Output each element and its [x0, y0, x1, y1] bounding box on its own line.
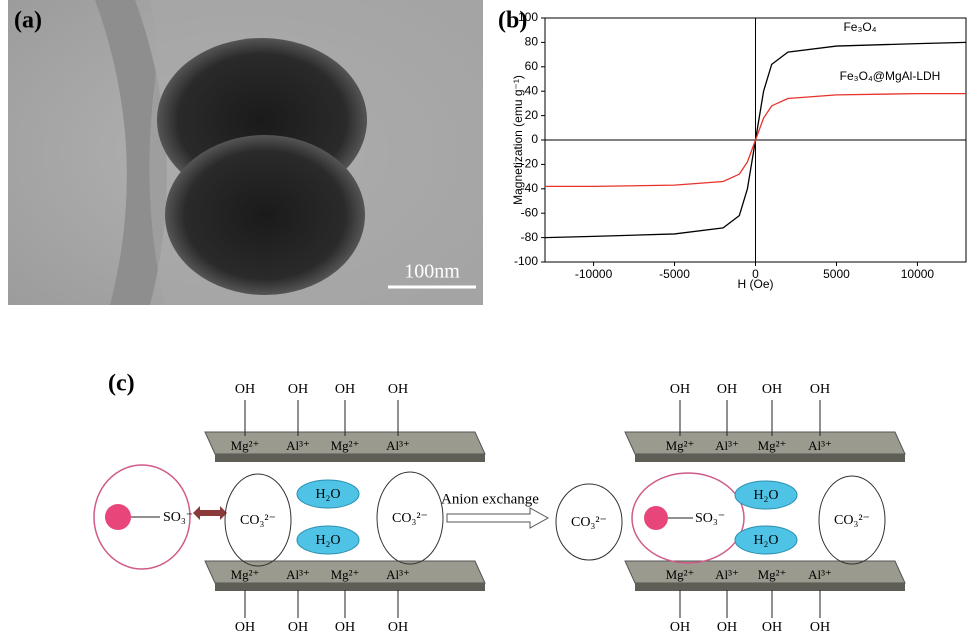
series-label: Fe₃O₄	[843, 20, 876, 34]
x-tick-label: -10000	[575, 267, 613, 281]
sulfonate: SO₃⁻	[695, 511, 725, 526]
panel-a: 100nm (a)	[8, 0, 483, 305]
carbonate: CO₃²⁻	[240, 513, 276, 528]
hydroxyl: OH	[335, 620, 355, 635]
hydroxyl: OH	[717, 382, 737, 397]
plate-edge	[635, 583, 905, 591]
ion: Al³⁺	[386, 567, 410, 582]
hydroxyl: OH	[335, 382, 355, 397]
ion: Mg²⁺	[666, 438, 695, 453]
hydroxyl: OH	[810, 382, 830, 397]
y-tick-label: -100	[514, 254, 538, 268]
hydroxyl: OH	[388, 382, 408, 397]
y-tick-label: 0	[531, 132, 538, 146]
carbonate: CO₃²⁻	[392, 511, 428, 526]
hydroxyl: OH	[288, 382, 308, 397]
y-tick-label: 20	[525, 108, 539, 122]
y-tick-label: 100	[518, 10, 538, 24]
y-axis-label: Magnetization (emu g⁻¹)	[511, 75, 525, 205]
hydroxyl: OH	[388, 620, 408, 635]
ion: Mg²⁺	[331, 438, 360, 453]
ion: Mg²⁺	[231, 567, 260, 582]
carbonate: CO₃²⁻	[571, 515, 607, 530]
ion: Mg²⁺	[758, 567, 787, 582]
plate-edge	[635, 454, 905, 462]
x-tick-label: -5000	[659, 267, 690, 281]
hydroxyl: OH	[762, 382, 782, 397]
water-label: H₂O	[315, 487, 340, 502]
ion: Al³⁺	[286, 438, 310, 453]
hydroxyl: OH	[235, 382, 255, 397]
y-tick-label: -60	[521, 205, 539, 219]
ion: Al³⁺	[808, 567, 832, 582]
particle	[165, 135, 365, 295]
figure: 100nm (a) (b) -100-80-60-40-200204060801…	[0, 0, 967, 638]
water-label: H₂O	[753, 488, 778, 503]
water-label: H₂O	[315, 533, 340, 548]
ion: Al³⁺	[386, 438, 410, 453]
hydroxyl: OH	[717, 620, 737, 635]
plate-edge	[215, 583, 485, 591]
ion: Mg²⁺	[758, 438, 787, 453]
plate-edge	[215, 454, 485, 462]
head-group	[644, 506, 668, 530]
double-arrow	[193, 506, 227, 520]
panel-b: (b) -100-80-60-40-20020406080100-10000-5…	[498, 8, 966, 292]
y-tick-label: 80	[525, 35, 539, 49]
ion: Al³⁺	[808, 438, 832, 453]
ion: Mg²⁺	[331, 567, 360, 582]
hydroxyl: OH	[810, 620, 830, 635]
x-tick-label: 10000	[901, 267, 935, 281]
water-label: H₂O	[753, 533, 778, 548]
scale-label: 100nm	[404, 261, 460, 283]
head-group	[105, 504, 131, 530]
x-tick-label: 5000	[823, 267, 850, 281]
ion: Mg²⁺	[666, 567, 695, 582]
x-axis-label: H (Oe)	[738, 277, 774, 291]
sulfonate: SO₃⁻	[163, 510, 193, 525]
carbonate: CO₃²⁻	[834, 513, 870, 528]
panel-c: (c) Anion exchange OH Mg²⁺ Mg²⁺ OH OH Al³⁺ Al³…	[94, 371, 905, 636]
panel-label: (a)	[14, 8, 42, 34]
hydroxyl: OH	[288, 620, 308, 635]
series-label: Fe₃O₄@MgAl-LDH	[840, 69, 941, 83]
ion: Al³⁺	[715, 438, 739, 453]
ion: Mg²⁺	[231, 438, 260, 453]
arrow-label: Anion exchange	[441, 491, 539, 507]
ion: Al³⁺	[286, 567, 310, 582]
hydroxyl: OH	[670, 382, 690, 397]
exchange-arrow	[447, 508, 548, 528]
panel-label: (c)	[108, 371, 135, 397]
y-tick-label: -80	[521, 230, 539, 244]
ion: Al³⁺	[715, 567, 739, 582]
hydroxyl: OH	[670, 620, 690, 635]
hydroxyl: OH	[762, 620, 782, 635]
hydroxyl: OH	[235, 620, 255, 635]
y-tick-label: 40	[525, 83, 539, 97]
y-tick-label: 60	[525, 59, 539, 73]
